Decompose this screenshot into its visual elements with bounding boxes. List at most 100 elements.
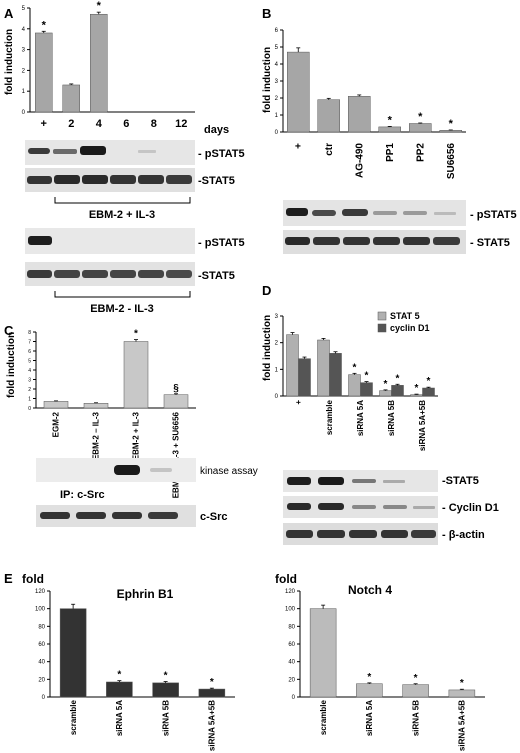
legend-swatch <box>377 323 387 333</box>
blot-d-cyclin-bands <box>287 503 435 510</box>
y-tick-label: 2 <box>275 96 279 102</box>
band <box>138 175 164 184</box>
bar <box>43 401 69 409</box>
blot-d-stat5-bands <box>287 477 405 485</box>
y-tick-label: 5 <box>22 6 26 12</box>
bar <box>409 123 432 133</box>
y-tick-label: 5 <box>275 45 279 51</box>
y-tick-label: 6 <box>275 28 279 34</box>
bar <box>317 339 330 397</box>
blot-label-a-4: -STAT5 <box>198 270 235 282</box>
bar <box>348 374 361 397</box>
band <box>110 270 136 278</box>
x-tick-label: siRNA 5A+5B <box>208 700 217 751</box>
bar <box>360 382 373 397</box>
y-tick-label: 3 <box>275 79 279 85</box>
x-tick-label: ctr <box>324 143 335 156</box>
blot-label-a-1: - pSTAT5 <box>198 148 245 160</box>
blot-a-stat5-1-bands <box>27 175 192 184</box>
blot-label-d-3: - β-actin <box>442 529 485 541</box>
blot-b-pstat5-bands <box>286 208 456 216</box>
x-tick-label: siRNA 5B <box>387 400 396 436</box>
band <box>54 175 80 184</box>
panel-e-ephrin-chart: 0 20 40 60 80 100 120 Ephrin B1 scramble * siRNA 5… <box>35 587 235 751</box>
significance-mark: * <box>427 376 431 387</box>
x-tick-label: siRNA 5B <box>411 700 420 736</box>
x-tick-label: 8 <box>151 118 157 130</box>
condition-a-1: EBM-2 + IL-3 <box>89 209 155 221</box>
blot-label-b-2: - STAT5 <box>470 237 510 249</box>
bar <box>317 99 340 133</box>
band <box>53 149 77 154</box>
blot-a-stat5-2-bands <box>27 270 192 278</box>
band <box>286 530 313 538</box>
band <box>166 175 192 184</box>
blot-d-actin-bands <box>286 530 436 538</box>
x-tick-label: 6 <box>123 118 129 130</box>
y-tick-label: 20 <box>38 677 45 683</box>
y-tick-label: 5 <box>28 359 31 365</box>
x-tick-label: + <box>294 400 303 405</box>
bar <box>309 608 337 698</box>
x-tick-label: siRNA 5A+5B <box>458 700 467 751</box>
x-tick-label: scramble <box>319 699 328 735</box>
panel-a-xlabel: days <box>204 124 229 136</box>
x-tick-label: + <box>41 118 47 130</box>
y-tick-label: 1 <box>275 113 279 119</box>
band <box>411 530 436 538</box>
band <box>433 237 460 245</box>
y-tick-label: 40 <box>38 660 45 666</box>
blot-label-c-2: c-Src <box>200 511 228 523</box>
band <box>342 209 368 216</box>
significance-mark: * <box>365 371 369 382</box>
panel-d: D fold induction 0 1 2 3 + scramble * * siRNA 5A… <box>262 283 499 545</box>
band <box>313 237 340 245</box>
x-tick-label: siRNA 5A <box>115 700 124 736</box>
blot-label-c-1: kinase assay <box>200 466 258 477</box>
x-tick-label: siRNA 5B <box>161 700 170 736</box>
chart-title: Ephrin B1 <box>117 587 174 601</box>
significance-mark: * <box>97 0 102 12</box>
bar <box>402 684 429 698</box>
x-tick-label: EBM-2 + IL-3 + SU6656 <box>172 411 181 498</box>
bar <box>198 688 226 698</box>
bar <box>83 403 109 409</box>
band <box>114 465 140 475</box>
x-tick-label: AG-490 <box>355 143 366 178</box>
bar <box>62 84 80 113</box>
significance-mark: * <box>353 362 357 373</box>
y-tick-label: 1 <box>275 367 279 373</box>
band <box>150 468 172 472</box>
panel-d-letter: D <box>262 283 271 298</box>
y-tick-label: 1 <box>28 397 31 403</box>
band <box>148 512 178 519</box>
y-tick-label: 120 <box>285 589 296 595</box>
band <box>40 512 70 519</box>
band <box>403 237 430 245</box>
y-tick-label: 2 <box>275 341 279 347</box>
panel-b-ylabel: fold induction <box>262 47 273 113</box>
bar <box>329 353 342 397</box>
y-tick-label: 40 <box>288 660 295 666</box>
y-tick-label: 6 <box>28 349 31 355</box>
y-tick-label: 2 <box>22 68 26 74</box>
panel-c: C fold induction 0 1 2 3 4 5 6 7 8 EGM-2 EBM-2 – I… <box>4 323 258 527</box>
bar <box>90 13 108 113</box>
y-tick-label: 120 <box>35 589 46 595</box>
y-tick-label: 0 <box>292 695 296 701</box>
band <box>373 211 397 215</box>
x-tick-label: siRNA 5A <box>365 700 374 736</box>
band <box>413 506 435 509</box>
bar <box>348 96 371 133</box>
y-tick-label: 100 <box>285 607 296 613</box>
band <box>27 270 52 278</box>
band <box>343 237 370 245</box>
y-tick-label: 8 <box>28 330 31 336</box>
band <box>28 148 50 154</box>
y-tick-label: 80 <box>288 624 295 630</box>
x-tick-label: siRNA 5A <box>356 400 365 436</box>
blot-label-a-3: - pSTAT5 <box>198 237 245 249</box>
significance-mark: * <box>388 114 393 126</box>
